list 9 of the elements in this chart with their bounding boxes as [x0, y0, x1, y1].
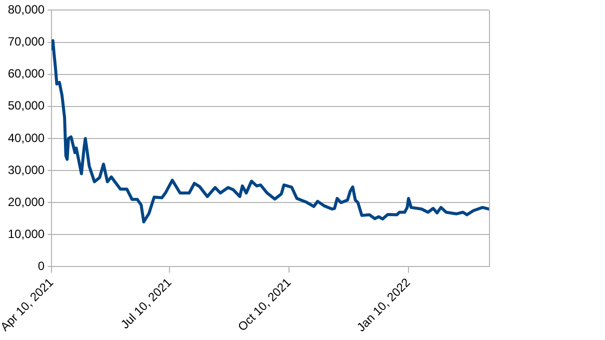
y-tick-label: 70,000	[8, 34, 45, 49]
y-tick-label: 10,000	[8, 226, 45, 241]
y-tick-label: 40,000	[8, 130, 45, 145]
y-tick-label: 60,000	[8, 66, 45, 81]
y-tick-label: 80,000	[8, 2, 45, 17]
y-tick-label: 0	[38, 259, 45, 274]
y-tick-label: 30,000	[8, 162, 45, 177]
y-tick-label: 20,000	[8, 194, 45, 209]
y-tick-label: 50,000	[8, 98, 45, 113]
